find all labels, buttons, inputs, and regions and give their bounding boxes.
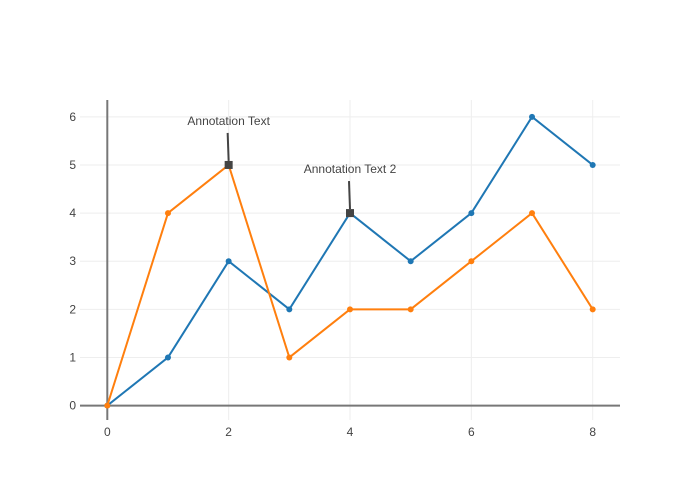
series-1-point [286,306,293,313]
x-tick-label: 0 [104,425,111,439]
series-2-point [407,306,414,313]
series-2-point [589,306,596,313]
series-1-point [589,161,596,168]
tick-labels: 0 2 4 6 8 0 1 2 3 4 5 6 [69,110,596,439]
series-1-point [468,210,475,217]
y-tick-label: 3 [69,254,76,268]
annotation-arrow [226,132,230,161]
series-2-point [468,258,475,265]
y-tick-label: 5 [69,158,76,172]
x-tick-label: 8 [589,425,596,439]
grid [80,100,620,420]
x-tick-label: 4 [347,425,354,439]
annotation-arrowhead [224,160,233,169]
series-1-point [164,354,171,361]
annotation-arrow [348,181,351,210]
y-tick-label: 4 [69,206,76,220]
annotation-text: Annotation Text [187,114,270,128]
annotation-arrowhead [346,209,354,218]
y-tick-label: 2 [69,302,76,316]
series-2-point [104,402,111,409]
annotation-text: Annotation Text 2 [304,162,397,176]
series-1-point [225,258,232,265]
annotations: Annotation Text Annotation Text 2 [187,114,397,218]
series-2-point [164,210,171,217]
y-tick-label: 1 [69,350,76,364]
series-2-point [286,354,293,361]
y-tick-label: 6 [69,110,76,124]
series-1-point [529,113,536,120]
x-tick-label: 6 [468,425,475,439]
series-2-point [347,306,353,313]
series-2-point [529,210,536,217]
series-1-point [407,258,414,265]
x-tick-label: 2 [225,425,232,439]
y-tick-label: 0 [69,399,76,413]
axes [80,100,620,420]
